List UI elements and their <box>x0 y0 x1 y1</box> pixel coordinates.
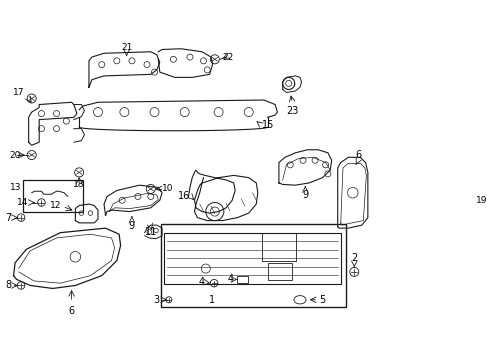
Text: 4: 4 <box>199 278 204 287</box>
Text: 15: 15 <box>262 120 274 130</box>
Text: 11: 11 <box>144 227 157 237</box>
Text: 6: 6 <box>354 150 360 160</box>
Text: 2: 2 <box>350 253 357 263</box>
Bar <box>22 180 83 212</box>
Text: 13: 13 <box>10 183 21 192</box>
Text: 17: 17 <box>13 88 24 97</box>
Text: 14: 14 <box>17 198 29 207</box>
Text: 6: 6 <box>68 306 75 316</box>
Text: 18: 18 <box>73 180 85 189</box>
Bar <box>237 276 247 283</box>
Text: 1: 1 <box>208 295 214 305</box>
Text: 22: 22 <box>222 53 233 62</box>
Text: 19: 19 <box>475 196 487 205</box>
Text: 3: 3 <box>153 295 160 305</box>
Text: 8: 8 <box>5 280 11 291</box>
Bar <box>268 264 292 280</box>
Bar <box>160 224 346 307</box>
Text: 23: 23 <box>285 106 298 116</box>
Text: 9: 9 <box>129 221 135 231</box>
Text: 5: 5 <box>319 295 325 305</box>
Text: 20: 20 <box>10 150 21 159</box>
Bar <box>450 193 471 208</box>
Text: 12: 12 <box>50 201 61 210</box>
Text: 4: 4 <box>227 274 233 284</box>
Text: 10: 10 <box>162 184 173 193</box>
Bar <box>164 233 341 284</box>
Text: 16: 16 <box>177 192 189 202</box>
Text: 21: 21 <box>121 43 132 52</box>
Text: 9: 9 <box>302 190 308 201</box>
Text: 7: 7 <box>5 213 11 222</box>
